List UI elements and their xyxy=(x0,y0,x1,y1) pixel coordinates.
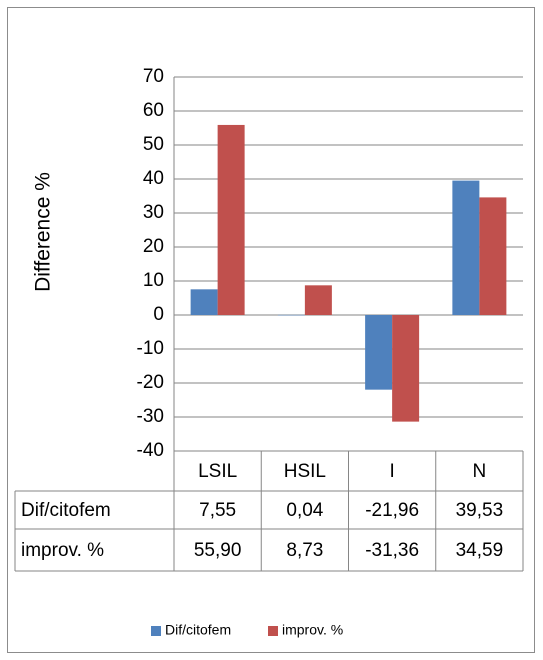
y-tick-label: 70 xyxy=(143,66,164,87)
data-label: 39,53 xyxy=(456,500,504,521)
y-tick-label: 30 xyxy=(143,202,164,223)
data-label: 34,59 xyxy=(456,540,504,561)
table-series-name: improv. % xyxy=(21,540,104,561)
data-label: -31,36 xyxy=(365,540,419,561)
legend-swatch xyxy=(268,626,278,636)
data-label: 55,90 xyxy=(194,540,242,561)
y-tick-label: -40 xyxy=(137,440,164,461)
y-tick-label: 50 xyxy=(143,134,164,155)
data-table: LSIL HSIL I N Dif/citofem 7,55 0,04 -21,96 39,53… xyxy=(14,451,524,572)
legend-swatch xyxy=(151,626,161,636)
y-tick-label: 20 xyxy=(143,236,164,257)
legend: Dif/citofem improv. % xyxy=(151,622,343,638)
y-tick-label: -30 xyxy=(137,406,164,427)
data-label: 7,55 xyxy=(199,500,236,521)
data-label: 8,73 xyxy=(286,540,323,561)
axes: -40 -30 -20 -10 0 10 20 30 40 50 60 70 xyxy=(137,66,175,461)
bar xyxy=(365,315,393,390)
bar xyxy=(217,124,245,315)
y-axis-label: Difference % xyxy=(32,172,55,292)
x-tick-label: HSIL xyxy=(284,461,326,482)
legend-label: improv. % xyxy=(282,622,343,638)
table-series-name: Dif/citofem xyxy=(21,500,111,521)
y-tick-label: -20 xyxy=(137,372,164,393)
y-tick-label: 40 xyxy=(143,168,164,189)
bar xyxy=(479,197,507,315)
bar xyxy=(190,289,218,315)
y-tick-label: 0 xyxy=(153,304,164,325)
y-tick-label: 10 xyxy=(143,270,164,291)
x-tick-label: LSIL xyxy=(198,461,237,482)
x-tick-label: I xyxy=(389,461,394,482)
bars xyxy=(190,124,507,422)
legend-label: Dif/citofem xyxy=(165,622,231,638)
chart-frame xyxy=(7,7,535,653)
y-tick-label: 60 xyxy=(143,100,164,121)
x-tick-label: N xyxy=(473,461,487,482)
data-label: -21,96 xyxy=(365,500,419,521)
y-tick-label: -10 xyxy=(137,338,164,359)
bar xyxy=(277,314,305,316)
bar xyxy=(452,180,480,315)
bar xyxy=(392,315,420,422)
data-label: 0,04 xyxy=(286,500,323,521)
bar xyxy=(304,285,332,315)
